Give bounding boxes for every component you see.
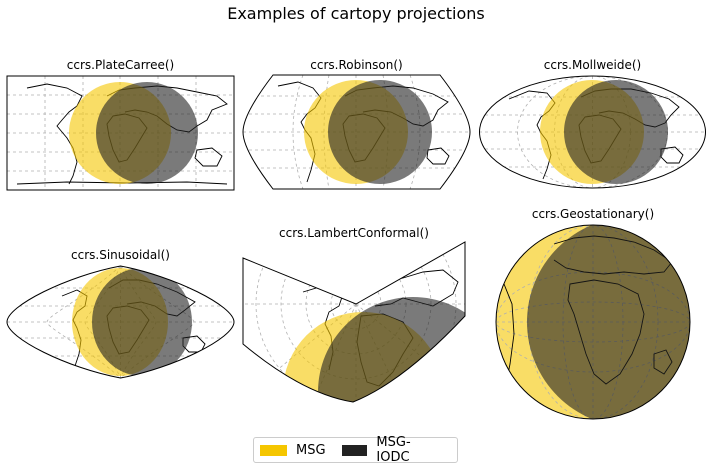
- msg-iodc-coverage: [564, 80, 668, 184]
- panel-sinusoidal: ccrs.Sinusoidal(): [6, 248, 235, 383]
- map-mollweide: [479, 75, 706, 189]
- legend-label-msg-iodc: MSG-IODC: [376, 435, 411, 465]
- map-frame: [495, 224, 691, 420]
- map-frame: [242, 74, 471, 190]
- map-lambertconformal: [242, 241, 466, 403]
- map-geostationary: [495, 224, 691, 420]
- map-robinson: [242, 74, 471, 190]
- panel-robinson: ccrs.Robinson(): [242, 58, 471, 198]
- map-sinusoidal: [6, 265, 235, 379]
- legend-item-msg: MSG: [260, 443, 326, 458]
- panel-title: ccrs.Mollweide(): [543, 58, 642, 72]
- msg-iodc-coverage: [96, 82, 198, 184]
- map-frame: [6, 75, 235, 191]
- msg-iodc-coverage: [92, 268, 192, 376]
- legend-swatch-msg-iodc: [341, 444, 368, 456]
- legend-item-msg-iodc: MSG-IODC: [341, 435, 441, 465]
- panel-title: ccrs.LambertConformal(): [279, 226, 429, 240]
- panel-mollweide: ccrs.Mollweide(): [479, 58, 706, 193]
- map-platecarree: [6, 75, 235, 191]
- panel-platecarree: ccrs.PlateCarree(): [6, 58, 235, 193]
- panel-title: ccrs.Robinson(): [310, 58, 403, 72]
- msg-iodc-coverage: [328, 80, 432, 184]
- panel-geostationary: ccrs.Geostationary(): [494, 207, 692, 422]
- map-frame: [479, 75, 706, 189]
- legend: MSG MSG-IODC: [253, 435, 458, 465]
- map-frame: [6, 265, 235, 379]
- panel-title: ccrs.Geostationary(): [531, 207, 655, 221]
- figure-title: Examples of cartopy projections: [227, 4, 485, 23]
- panel-title: ccrs.PlateCarree(): [66, 58, 175, 72]
- legend-label-msg: MSG: [296, 442, 326, 458]
- map-frame: [242, 241, 466, 403]
- panel-lambertconformal: ccrs.LambertConformal(): [242, 226, 466, 404]
- panel-title: ccrs.Sinusoidal(): [71, 248, 170, 262]
- legend-swatch-msg: [260, 444, 287, 456]
